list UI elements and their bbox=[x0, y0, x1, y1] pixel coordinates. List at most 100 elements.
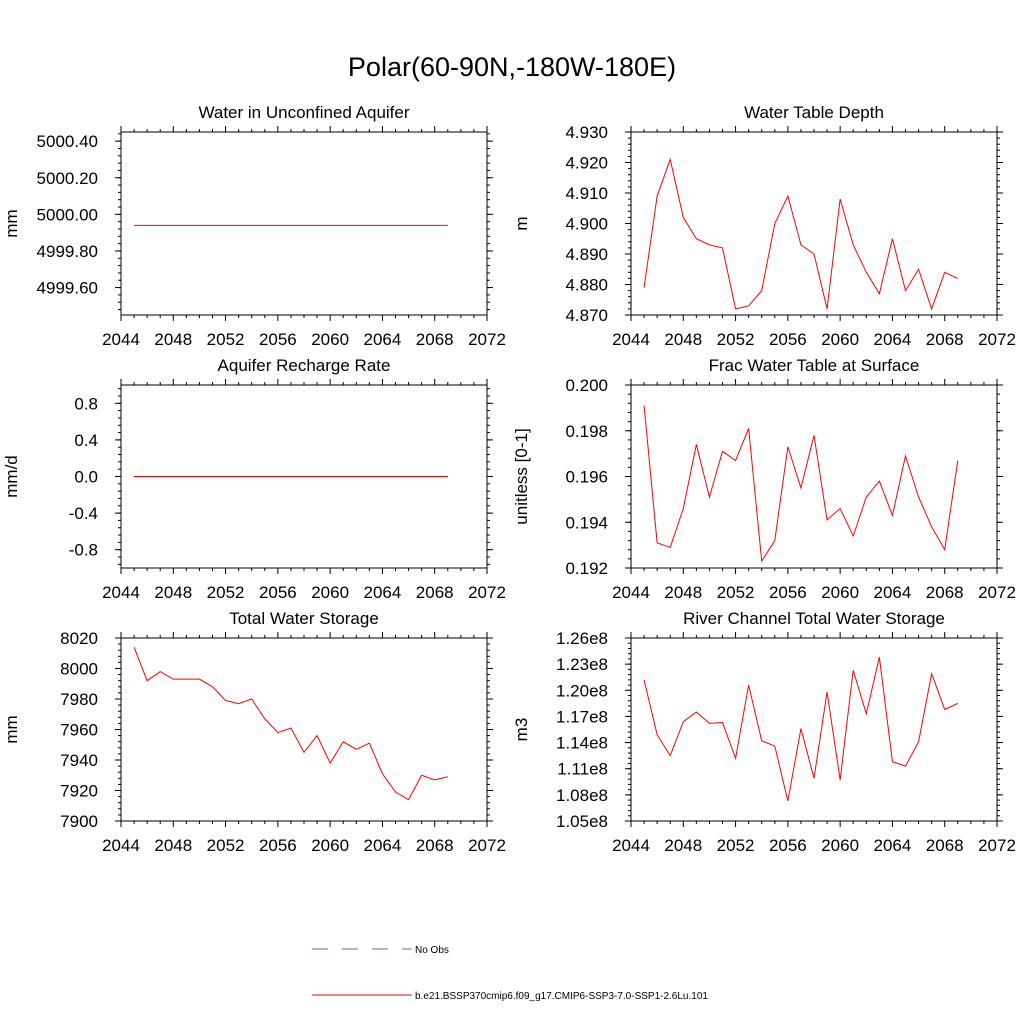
x-tick-label: 2044 bbox=[102, 330, 140, 349]
y-tick-label: 5000.00 bbox=[37, 205, 98, 224]
x-tick-label: 2060 bbox=[821, 583, 859, 602]
x-tick-label: 2048 bbox=[154, 330, 192, 349]
x-tick-label: 2044 bbox=[102, 836, 140, 855]
x-tick-label: 2068 bbox=[416, 583, 454, 602]
y-tick-label: 4.880 bbox=[565, 276, 608, 295]
x-tick-label: 2048 bbox=[664, 836, 702, 855]
x-tick-label: 2072 bbox=[468, 836, 506, 855]
series-line bbox=[643, 657, 959, 802]
series-line bbox=[643, 157, 959, 311]
y-tick-label: 1.14e8 bbox=[556, 734, 608, 753]
x-tick-label: 2048 bbox=[664, 583, 702, 602]
y-tick-label: 1.20e8 bbox=[556, 681, 608, 700]
y-tick-label: -0.8 bbox=[69, 541, 98, 560]
chart-title: Total Water Storage bbox=[229, 609, 379, 628]
y-tick-label: 0.0 bbox=[74, 468, 98, 487]
x-tick-label: 2064 bbox=[874, 583, 912, 602]
y-tick-label: 4.920 bbox=[565, 154, 608, 173]
y-tick-label: 0.200 bbox=[565, 376, 608, 395]
x-tick-label: 2072 bbox=[978, 583, 1016, 602]
y-tick-label: 1.26e8 bbox=[556, 629, 608, 648]
x-tick-label: 2068 bbox=[926, 836, 964, 855]
chart-title: Aquifer Recharge Rate bbox=[218, 356, 391, 375]
plot-frame bbox=[120, 637, 488, 822]
x-tick-label: 2068 bbox=[926, 330, 964, 349]
y-axis-label: mm bbox=[2, 209, 21, 237]
legend-label: No Obs bbox=[415, 945, 449, 956]
x-tick-label: 2068 bbox=[416, 836, 454, 855]
x-tick-label: 2044 bbox=[102, 583, 140, 602]
y-tick-label: 1.11e8 bbox=[557, 760, 608, 779]
y-tick-label: 4.910 bbox=[565, 184, 608, 203]
x-tick-label: 2056 bbox=[259, 583, 297, 602]
y-tick-label: 7980 bbox=[60, 690, 98, 709]
y-tick-label: 4.930 bbox=[565, 123, 608, 142]
x-tick-label: 2052 bbox=[717, 583, 755, 602]
x-tick-label: 2060 bbox=[311, 836, 349, 855]
x-tick-label: 2044 bbox=[612, 583, 650, 602]
y-axis-label: m bbox=[512, 216, 531, 230]
x-tick-label: 2052 bbox=[717, 836, 755, 855]
chart-panel: Frac Water Table at Surface 2044 2048 2052 2… bbox=[512, 356, 1016, 602]
legend: No Obs b.e21.BSSP370cmip6.f09_g17.CMIP6-S… bbox=[312, 945, 708, 1002]
x-tick-label: 2060 bbox=[821, 330, 859, 349]
x-tick-label: 2044 bbox=[612, 836, 650, 855]
series-line bbox=[133, 646, 448, 801]
y-tick-label: 7940 bbox=[60, 751, 98, 770]
chart-panel: Total Water Storage 2044 2048 2052 2056 2060 2… bbox=[2, 609, 506, 855]
y-tick-label: 0.198 bbox=[565, 422, 608, 441]
y-tick-label: 4999.80 bbox=[37, 242, 98, 261]
x-tick-label: 2064 bbox=[364, 836, 402, 855]
x-tick-label: 2052 bbox=[207, 583, 245, 602]
x-tick-label: 2072 bbox=[468, 330, 506, 349]
y-tick-label: 0.196 bbox=[565, 468, 608, 487]
x-tick-label: 2064 bbox=[874, 836, 912, 855]
x-tick-label: 2064 bbox=[874, 330, 912, 349]
x-tick-label: 2060 bbox=[311, 330, 349, 349]
x-tick-label: 2056 bbox=[769, 330, 807, 349]
y-tick-label: 8000 bbox=[60, 660, 98, 679]
y-tick-label: 4.890 bbox=[565, 245, 608, 264]
y-tick-label: 7960 bbox=[60, 721, 98, 740]
plot-frame bbox=[630, 131, 998, 316]
x-tick-label: 2068 bbox=[926, 583, 964, 602]
y-tick-label: 1.17e8 bbox=[556, 707, 608, 726]
x-tick-label: 2056 bbox=[769, 583, 807, 602]
chart-panel: Aquifer Recharge Rate 2044 2048 2052 2056 206… bbox=[2, 356, 506, 602]
x-tick-label: 2064 bbox=[364, 330, 402, 349]
plot-frame bbox=[630, 637, 998, 822]
x-tick-label: 2048 bbox=[154, 836, 192, 855]
y-tick-label: 7920 bbox=[60, 782, 98, 801]
y-tick-label: 8020 bbox=[60, 629, 98, 648]
y-tick-label: 1.08e8 bbox=[556, 786, 608, 805]
x-tick-label: 2052 bbox=[207, 836, 245, 855]
chart-title: Water Table Depth bbox=[744, 103, 884, 122]
x-tick-label: 2052 bbox=[207, 330, 245, 349]
y-axis-label: unitless [0-1] bbox=[512, 428, 531, 524]
y-tick-label: 0.4 bbox=[74, 431, 98, 450]
y-tick-label: 0.192 bbox=[565, 559, 608, 578]
main-title: Polar(60-90N,-180W-180E) bbox=[347, 52, 677, 82]
y-tick-label: 5000.20 bbox=[37, 169, 98, 188]
chart-title: River Channel Total Water Storage bbox=[683, 609, 945, 628]
x-tick-label: 2056 bbox=[259, 836, 297, 855]
x-tick-label: 2044 bbox=[612, 330, 650, 349]
y-tick-label: 4.900 bbox=[565, 215, 608, 234]
x-tick-label: 2048 bbox=[154, 583, 192, 602]
y-tick-label: 5000.40 bbox=[37, 132, 98, 151]
y-tick-label: 7900 bbox=[60, 812, 98, 831]
y-tick-label: 4.870 bbox=[565, 306, 608, 325]
y-tick-label: 1.05e8 bbox=[556, 812, 608, 831]
legend-label: b.e21.BSSP370cmip6.f09_g17.CMIP6-SSP3-7.… bbox=[415, 991, 708, 1002]
x-tick-label: 2060 bbox=[311, 583, 349, 602]
plot-frame bbox=[630, 384, 998, 569]
y-tick-label: 4999.60 bbox=[37, 279, 98, 298]
plot-frame bbox=[120, 131, 488, 316]
chart-title: Frac Water Table at Surface bbox=[709, 356, 920, 375]
chart-title: Water in Unconfined Aquifer bbox=[198, 103, 409, 122]
chart-panel: Water Table Depth 2044 2048 2052 2056 2060 206… bbox=[512, 103, 1016, 349]
x-tick-label: 2048 bbox=[664, 330, 702, 349]
x-tick-label: 2056 bbox=[769, 836, 807, 855]
y-tick-label: 0.8 bbox=[74, 394, 98, 413]
